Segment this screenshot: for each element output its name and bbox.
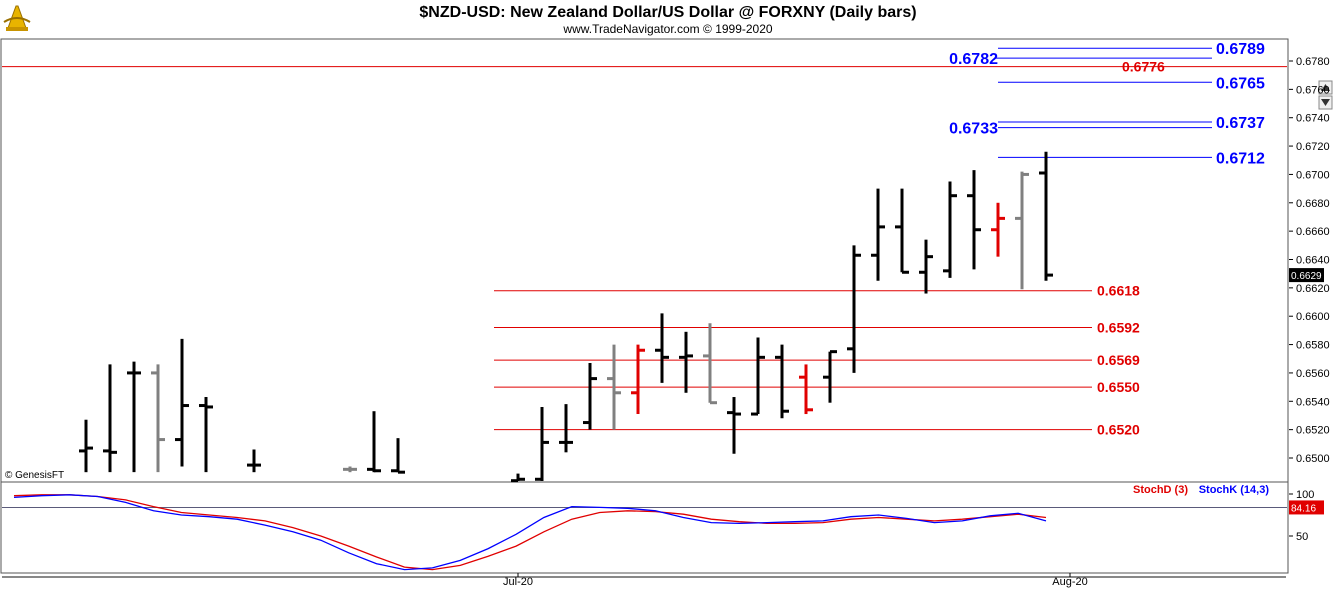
last-stoch-label: 84.16 [1291,503,1316,514]
price-bar [775,344,789,419]
price-tick-label: 0.6720 [1296,141,1330,153]
x-tick-label: Jul-20 [503,576,533,588]
price-bars [79,151,1053,483]
blue-level-label: 0.6789 [1216,41,1265,58]
price-tick-label: 0.6600 [1296,311,1330,323]
price-tick-label: 0.6780 [1296,56,1330,68]
last-price-box [1289,268,1324,283]
blue-level-label: 0.6737 [1216,115,1265,132]
x-axis: Jul-20 Aug-20 [503,573,1088,588]
stochastic-lines [2,494,1287,571]
price-bar [895,188,909,274]
blue-level-label: 0.6765 [1216,75,1265,92]
red-level-label: 0.6520 [1097,422,1140,438]
red-level-label: 0.6550 [1097,379,1140,395]
logo-icon [3,5,31,31]
stochastic-axis: 100 50 84.16 [1289,489,1324,543]
price-axis: 0.6780 0.6760 0.6740 0.6720 0.6700 0.6680 0.66… [1289,56,1330,465]
price-bar [871,188,885,281]
price-tick-label: 0.6680 [1296,198,1330,210]
price-bar [199,397,213,473]
price-bar [79,419,93,473]
price-bar [607,344,621,430]
price-bar [1039,151,1053,281]
price-bar [919,239,933,294]
scroll-down-icon[interactable] [1318,95,1333,110]
blue-level-label: 0.6782 [949,51,998,68]
red-level-label: 0.6592 [1097,320,1140,336]
price-bar [103,364,117,473]
stoch-tick-label: 100 [1296,489,1314,501]
price-bar [799,364,813,415]
price-tick-label: 0.6520 [1296,425,1330,437]
price-bar [967,170,981,270]
price-bar [727,397,741,454]
price-bar [391,438,405,474]
last-stoch-box [1289,500,1324,515]
red-level-label: 0.6569 [1097,352,1140,368]
price-tick-label: 0.6740 [1296,113,1330,125]
price-bar [583,363,597,430]
price-bar [511,473,525,483]
price-bar [535,406,549,481]
price-bar [247,449,261,473]
price-bar [847,245,861,373]
price-bar [343,466,357,473]
legend-stochd: StochD (3) [1133,484,1188,496]
x-tick-label: Aug-20 [1052,576,1087,588]
price-bar [367,411,381,473]
price-bar [127,361,141,473]
stochastic-panel [0,481,1289,574]
price-tick-label: 0.6700 [1296,169,1330,181]
price-tick-label: 0.6500 [1296,453,1330,465]
watermark: © GenesisFT [5,470,64,481]
price-tick-label: 0.6640 [1296,255,1330,267]
price-bar [151,364,165,473]
scroll-up-icon[interactable] [1318,80,1333,95]
stoch-tick-label: 50 [1296,531,1308,543]
price-tick-label: 0.6560 [1296,368,1330,380]
legend-stochk: StochK (14,3) [1199,484,1270,496]
chart-title: $NZD-USD: New Zealand Dollar/US Dollar @… [419,4,916,21]
stochk-line [13,494,1047,571]
price-bar [559,404,573,453]
price-bar [679,331,693,393]
price-panel [0,38,1289,483]
price-bar [655,313,669,383]
price-bar [823,350,837,403]
last-price-label: 0.6629 [1291,271,1322,282]
price-tick-label: 0.6760 [1296,84,1330,96]
price-bar [1015,171,1029,290]
red-level-label: 0.6776 [1122,59,1165,75]
red-level-label: 0.6618 [1097,283,1140,299]
blue-level-label: 0.6712 [1216,150,1265,167]
price-levels: 0.6789 0.6782 0.6765 0.6737 0.6733 0.6712 0.67… [2,41,1287,438]
stochd-line [13,494,1047,571]
price-tick-label: 0.6580 [1296,340,1330,352]
price-bar [943,181,957,278]
price-tick-label: 0.6620 [1296,283,1330,295]
price-tick-label: 0.6540 [1296,396,1330,408]
price-bar [175,338,189,467]
blue-level-label: 0.6733 [949,121,998,138]
price-bar [991,202,1005,257]
price-bar [703,323,717,405]
price-tick-label: 0.6660 [1296,226,1330,238]
chart-subtitle: www.TradeNavigator.com © 1999-2020 [562,22,772,36]
price-bar [751,337,765,416]
price-bar [631,344,645,415]
